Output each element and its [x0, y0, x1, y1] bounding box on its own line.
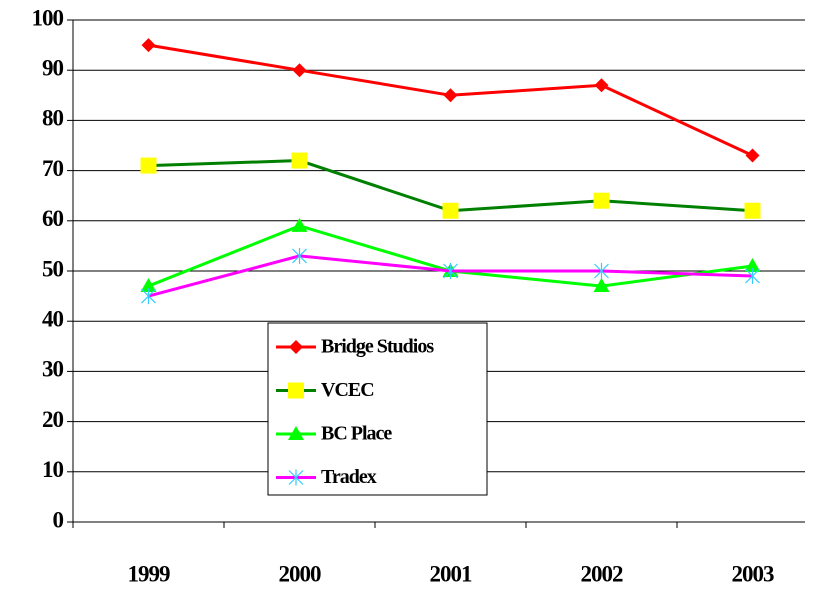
marker: [288, 382, 304, 399]
marker: [141, 288, 156, 305]
marker: [292, 63, 307, 78]
y-tick-label: 60: [42, 206, 64, 231]
marker: [443, 88, 458, 103]
x-tick-label: 2000: [279, 561, 322, 586]
x-tick-label: 2003: [732, 561, 775, 586]
y-tick-label: 80: [42, 106, 64, 131]
marker: [291, 152, 308, 169]
marker: [744, 257, 761, 272]
y-tick-label: 50: [42, 256, 64, 281]
marker: [292, 247, 307, 264]
legend-label: BC Place: [321, 423, 392, 445]
marker: [594, 78, 609, 93]
legend: Bridge Studios VCEC BC Place Tradex: [267, 322, 488, 496]
y-tick-label: 100: [32, 5, 64, 30]
y-tick-label: 20: [42, 407, 64, 432]
marker: [140, 157, 157, 174]
y-tick-label: 70: [42, 156, 64, 181]
marker: [288, 426, 304, 440]
marker: [744, 202, 761, 219]
marker: [442, 202, 459, 219]
marker: [443, 263, 458, 279]
x-tick-label: 2002: [581, 561, 624, 586]
x-tick-label: 2001: [430, 561, 473, 586]
marker: [594, 263, 609, 279]
marker: [745, 148, 760, 163]
marker: [141, 38, 156, 53]
marker: [593, 192, 610, 209]
marker: [140, 278, 157, 293]
y-tick-label: 90: [42, 55, 64, 80]
marker: [291, 217, 308, 232]
y-tick-label: 40: [42, 306, 64, 331]
x-tick-label: 1999: [128, 561, 171, 586]
legend-box: [267, 322, 488, 496]
legend-label: Tradex: [321, 466, 377, 488]
legend-label: VCEC: [321, 379, 374, 401]
y-tick-label: 10: [42, 457, 64, 482]
y-tick-label: 30: [42, 357, 64, 382]
marker: [745, 268, 760, 285]
marker: [593, 278, 610, 293]
marker: [288, 469, 304, 486]
marker: [289, 340, 303, 354]
legend-label: Bridge Studios: [321, 336, 434, 358]
y-tick-label: 0: [53, 507, 64, 532]
